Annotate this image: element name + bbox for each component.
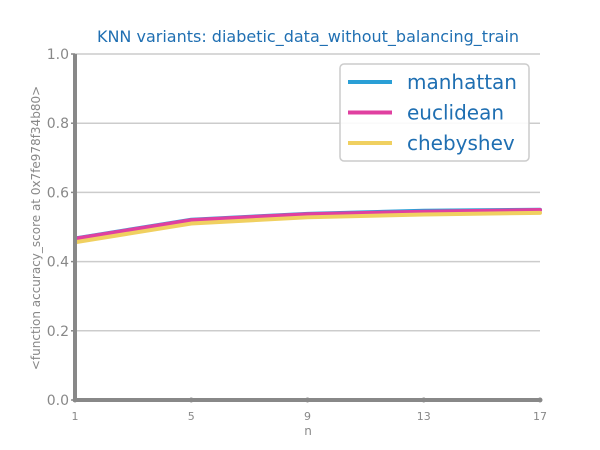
series-line-euclidean xyxy=(73,208,542,241)
x-tick-label-3: 13 xyxy=(417,410,431,423)
y-tick-label-0: 0.0 xyxy=(47,393,69,409)
x-tick-label-4: 17 xyxy=(533,410,547,423)
y-tick-label-3: 0.6 xyxy=(47,185,69,201)
x-tick-label-1: 5 xyxy=(188,410,195,423)
series-line-chebyshev xyxy=(73,210,542,245)
x-tick-mark-4 xyxy=(537,397,543,403)
y-ticks: 0.0 0.2 0.4 0.6 0.8 1.0 xyxy=(47,47,75,409)
y-axis-label: <function accuracy_score at 0x7fe978f34b… xyxy=(29,86,43,370)
chart-title: KNN variants: diabetic_data_without_bala… xyxy=(97,27,519,47)
y-tick-label-5: 1.0 xyxy=(47,47,69,63)
x-tick-label-2: 9 xyxy=(304,410,311,423)
x-tick-mark-1 xyxy=(188,397,194,403)
x-tick-mark-0 xyxy=(72,397,78,403)
y-tick-label-1: 0.2 xyxy=(47,324,69,340)
series-lines xyxy=(73,207,542,245)
legend-label-manhattan: manhattan xyxy=(407,70,517,94)
x-tick-label-0: 1 xyxy=(72,410,79,423)
legend-label-chebyshev: chebyshev xyxy=(407,131,515,155)
x-tick-mark-3 xyxy=(421,397,427,403)
legend-label-euclidean: euclidean xyxy=(407,101,504,125)
x-tick-mark-2 xyxy=(305,397,310,403)
x-axis-label: n xyxy=(304,424,312,438)
legend-box xyxy=(339,63,530,162)
x-ticks: 1 5 9 13 17 xyxy=(72,397,547,423)
y-tick-label-2: 0.4 xyxy=(47,255,69,271)
y-tick-label-4: 0.8 xyxy=(47,116,69,132)
legend: manhattan euclidean chebyshev xyxy=(339,63,530,162)
